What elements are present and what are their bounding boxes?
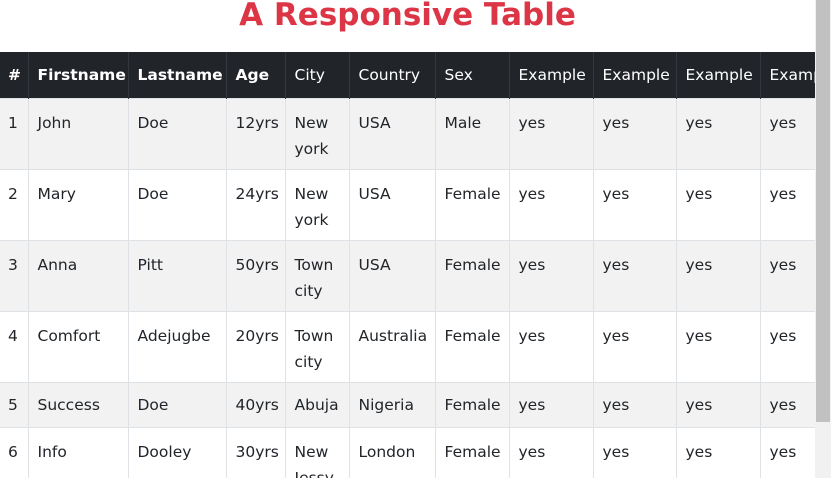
cell-example-2: yes	[593, 239, 677, 311]
cell-city: New Jessy	[285, 426, 350, 478]
header-example-1: Example	[509, 52, 594, 98]
cell-sex: Female	[435, 426, 510, 478]
cell-example-3: yes	[676, 168, 761, 240]
cell-example-3: yes	[676, 381, 761, 427]
table-row: 5 Success Doe 40yrs Abuja Nigeria Female…	[0, 381, 815, 427]
table-row: 4 Comfort Adejugbe 20yrs Town city Austr…	[0, 310, 815, 382]
table-body: 1 John Doe 12yrs New york USA Male yes y…	[0, 97, 815, 478]
table-header: # Firstname Lastname Age City Country Se…	[0, 52, 815, 98]
cell-example-1: yes	[509, 426, 594, 478]
cell-example-2: yes	[593, 310, 677, 382]
cell-lastname: Doe	[128, 168, 227, 240]
cell-sex: Female	[435, 310, 510, 382]
cell-example-4: yes	[760, 310, 815, 382]
cell-age: 20yrs	[226, 310, 286, 382]
header-firstname: Firstname	[28, 52, 129, 98]
cell-lastname: Doe	[128, 97, 227, 169]
cell-lastname: Pitt	[128, 239, 227, 311]
cell-age: 24yrs	[226, 168, 286, 240]
cell-age: 12yrs	[226, 97, 286, 169]
cell-example-4: yes	[760, 239, 815, 311]
cell-country: London	[349, 426, 436, 478]
cell-firstname: Success	[28, 381, 129, 427]
cell-firstname: Info	[28, 426, 129, 478]
cell-country: Australia	[349, 310, 436, 382]
cell-example-2: yes	[593, 381, 677, 427]
cell-example-1: yes	[509, 239, 594, 311]
cell-firstname: Mary	[28, 168, 129, 240]
cell-country: Nigeria	[349, 381, 436, 427]
cell-index: 6	[0, 426, 29, 478]
cell-index: 1	[0, 97, 29, 169]
cell-example-3: yes	[676, 97, 761, 169]
cell-age: 40yrs	[226, 381, 286, 427]
cell-example-2: yes	[593, 97, 677, 169]
table-row: 2 Mary Doe 24yrs New york USA Female yes…	[0, 168, 815, 240]
cell-index: 3	[0, 239, 29, 311]
cell-example-1: yes	[509, 97, 594, 169]
cell-firstname: Anna	[28, 239, 129, 311]
cell-sex: Female	[435, 381, 510, 427]
cell-index: 2	[0, 168, 29, 240]
header-age: Age	[226, 52, 286, 98]
cell-city: Town city	[285, 239, 350, 311]
cell-example-2: yes	[593, 168, 677, 240]
cell-example-2: yes	[593, 426, 677, 478]
vertical-scrollbar[interactable]	[815, 0, 831, 478]
table-scroll-container[interactable]: # Firstname Lastname Age City Country Se…	[0, 52, 815, 478]
cell-city: New york	[285, 168, 350, 240]
cell-example-3: yes	[676, 239, 761, 311]
table-row: 6 Info Dooley 30yrs New Jessy London Fem…	[0, 426, 815, 478]
cell-index: 4	[0, 310, 29, 382]
cell-example-1: yes	[509, 168, 594, 240]
cell-example-4: yes	[760, 381, 815, 427]
cell-city: Abuja	[285, 381, 350, 427]
cell-country: USA	[349, 168, 436, 240]
header-country: Country	[349, 52, 436, 98]
header-example-3: Example	[676, 52, 761, 98]
cell-index: 5	[0, 381, 29, 427]
header-sex: Sex	[435, 52, 510, 98]
header-row: # Firstname Lastname Age City Country Se…	[0, 52, 815, 98]
cell-firstname: Comfort	[28, 310, 129, 382]
cell-lastname: Adejugbe	[128, 310, 227, 382]
header-city: City	[285, 52, 350, 98]
cell-country: USA	[349, 239, 436, 311]
cell-example-3: yes	[676, 426, 761, 478]
cell-lastname: Dooley	[128, 426, 227, 478]
cell-country: USA	[349, 97, 436, 169]
cell-city: New york	[285, 97, 350, 169]
page-title: A Responsive Table	[239, 0, 576, 33]
header-example-4: Example	[760, 52, 815, 98]
cell-example-1: yes	[509, 381, 594, 427]
table-row: 1 John Doe 12yrs New york USA Male yes y…	[0, 97, 815, 169]
cell-firstname: John	[28, 97, 129, 169]
cell-city: Town city	[285, 310, 350, 382]
cell-example-4: yes	[760, 97, 815, 169]
header-lastname: Lastname	[128, 52, 227, 98]
cell-example-3: yes	[676, 310, 761, 382]
header-example-2: Example	[593, 52, 677, 98]
cell-lastname: Doe	[128, 381, 227, 427]
header-index: #	[0, 52, 29, 98]
responsive-table: # Firstname Lastname Age City Country Se…	[0, 52, 815, 478]
cell-age: 50yrs	[226, 239, 286, 311]
cell-example-4: yes	[760, 426, 815, 478]
cell-sex: Female	[435, 239, 510, 311]
cell-sex: Female	[435, 168, 510, 240]
scrollbar-thumb[interactable]	[816, 0, 830, 422]
table-row: 3 Anna Pitt 50yrs Town city USA Female y…	[0, 239, 815, 311]
cell-sex: Male	[435, 97, 510, 169]
cell-age: 30yrs	[226, 426, 286, 478]
cell-example-4: yes	[760, 168, 815, 240]
cell-example-1: yes	[509, 310, 594, 382]
